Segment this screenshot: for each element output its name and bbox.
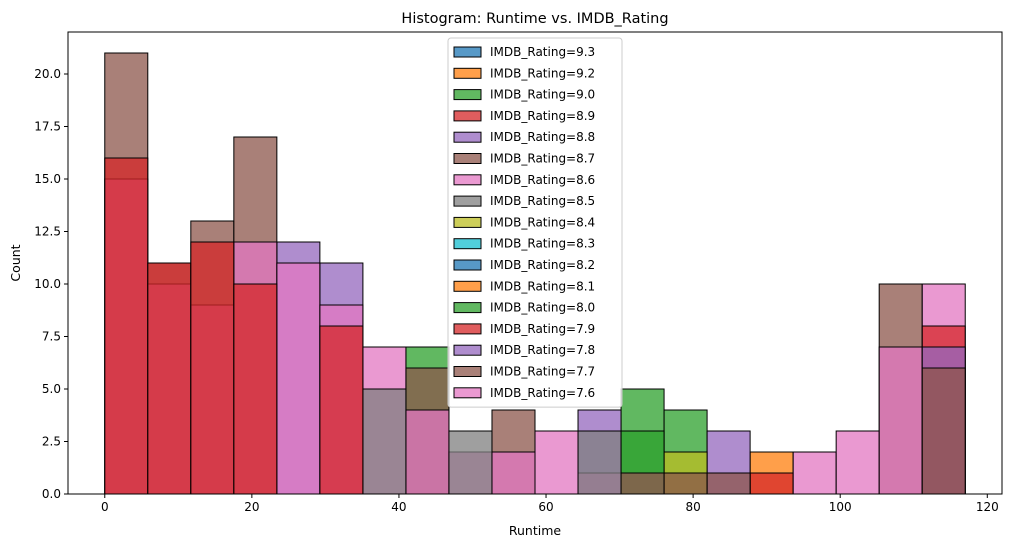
legend-swatch [453, 238, 482, 250]
histogram-bar [448, 430, 493, 495]
y-tick-label: 15.0 [34, 172, 61, 186]
legend-swatch [453, 153, 482, 164]
legend-swatch [453, 259, 482, 271]
y-axis: 0.0 2.5 5.0 7.5 10.0 12.5 15.0 17.5 20.0 [34, 67, 68, 501]
x-axis: 0 20 40 60 80 100 120 [101, 494, 999, 514]
histogram-bar [749, 472, 794, 495]
x-tick-label: 0 [101, 500, 109, 514]
y-tick-label: 0.0 [42, 487, 61, 501]
legend-label: IMDB_Rating=9.2 [490, 66, 595, 80]
legend-label: IMDB_Rating=8.8 [490, 130, 595, 144]
histogram-bar [706, 472, 751, 495]
legend-label: IMDB_Rating=7.9 [490, 322, 595, 336]
x-tick-label: 80 [685, 500, 700, 514]
histogram-bar [921, 367, 966, 495]
y-tick-label: 17.5 [34, 120, 61, 134]
chart-title: Histogram: Runtime vs. IMDB_Rating [401, 11, 668, 27]
legend-swatch [453, 323, 482, 335]
legend-label: IMDB_Rating=8.5 [490, 194, 595, 208]
histogram-bar [620, 472, 665, 495]
legend-swatch [453, 302, 482, 314]
legend-swatch [453, 344, 482, 356]
histogram-bar [147, 262, 192, 495]
histogram-bar [577, 430, 622, 495]
plot-frame [67, 31, 1003, 495]
legend-label: IMDB_Rating=7.7 [490, 365, 595, 379]
histogram-bar [276, 262, 321, 495]
y-tick-label: 20.0 [34, 67, 61, 81]
histogram-bar [878, 346, 923, 495]
x-tick-label: 60 [538, 500, 553, 514]
histogram-bar [663, 472, 708, 495]
legend-label: IMDB_Rating=8.4 [490, 215, 595, 229]
legend-label: IMDB_Rating=7.8 [490, 343, 595, 357]
x-tick-label: 100 [829, 500, 852, 514]
legend-label: IMDB_Rating=7.6 [490, 386, 595, 400]
legend-frame [447, 37, 623, 408]
legend-swatch [453, 216, 482, 228]
y-tick-label: 5.0 [42, 382, 61, 396]
legend-label: IMDB_Rating=8.2 [490, 258, 595, 272]
legend-swatch [453, 387, 482, 399]
legend-swatch [453, 280, 482, 292]
legend-label: IMDB_Rating=8.3 [490, 237, 595, 251]
x-tick-label: 120 [976, 500, 999, 514]
x-tick-label: 20 [244, 500, 259, 514]
y-axis-label: Count [8, 244, 23, 281]
legend-swatch [453, 89, 482, 101]
histogram-bar [104, 157, 149, 495]
y-tick-label: 2.5 [42, 435, 61, 449]
legend-label: IMDB_Rating=8.6 [490, 173, 595, 187]
legend-swatch [453, 131, 482, 143]
legend-swatch [453, 46, 482, 58]
histogram-bar [792, 451, 837, 495]
histogram-bar [233, 283, 278, 495]
x-tick-label: 40 [391, 500, 406, 514]
y-tick-label: 7.5 [42, 330, 61, 344]
legend-label: IMDB_Rating=8.0 [490, 301, 595, 315]
histogram-bar [405, 409, 450, 495]
y-tick-label: 10.0 [34, 277, 61, 291]
x-axis-label: Runtime [509, 523, 562, 538]
legend-swatch [453, 195, 482, 207]
legend-swatch [453, 366, 482, 377]
bars-layer [104, 52, 966, 495]
legend-swatch [453, 110, 482, 122]
legend-label: IMDB_Rating=9.0 [490, 88, 595, 102]
histogram-bar [319, 325, 364, 495]
histogram-bar [491, 451, 536, 495]
histogram-bar [190, 241, 235, 495]
legend-label: IMDB_Rating=8.1 [490, 279, 595, 293]
legend-swatch [453, 174, 482, 186]
legend-label: IMDB_Rating=9.3 [490, 45, 595, 59]
legend-swatch [453, 67, 482, 79]
legend-label: IMDB_Rating=8.9 [490, 109, 595, 123]
legend-label: IMDB_Rating=8.7 [490, 152, 595, 166]
legend: IMDB_Rating=9.3 IMDB_Rating=9.2 IMDB_Ratin… [447, 37, 623, 408]
histogram-bar [534, 430, 579, 495]
histogram-bar [362, 388, 407, 495]
y-tick-label: 12.5 [34, 225, 61, 239]
histogram-bar [835, 430, 880, 495]
